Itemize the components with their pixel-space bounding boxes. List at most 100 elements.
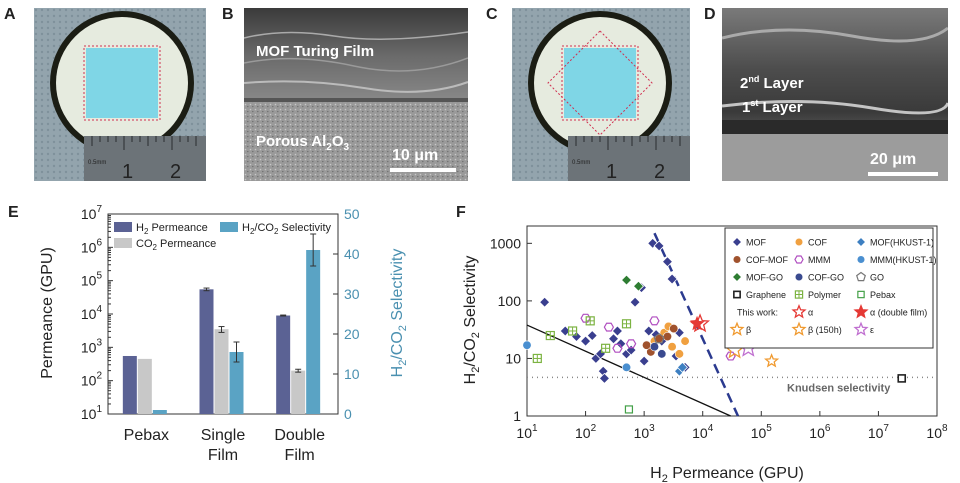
legend-marker bbox=[733, 290, 741, 299]
bar-co2-permeance bbox=[291, 370, 306, 414]
data-point-mof-go bbox=[632, 280, 645, 292]
data-point-mmm-hkust-1- bbox=[621, 362, 632, 372]
data-point-mof bbox=[611, 325, 624, 337]
panel-letter-b: B bbox=[222, 6, 234, 23]
scale-bar-label-d: 20 μm bbox=[870, 151, 916, 168]
data-point-mmm bbox=[612, 343, 623, 353]
data-point-mof bbox=[607, 333, 620, 345]
legend-label--: ε bbox=[870, 325, 874, 335]
legend-box bbox=[724, 227, 934, 349]
legend-label-mof: MOF bbox=[746, 238, 766, 248]
f-x-tick-label: 102 bbox=[575, 423, 597, 441]
data-point-polymer bbox=[567, 326, 578, 336]
legend-label-cof-mof: COF-MOF bbox=[746, 255, 788, 265]
legend-marker bbox=[731, 271, 743, 283]
legend-label-mmm: MMM bbox=[808, 255, 831, 265]
legend-label-cof: COF bbox=[808, 238, 828, 248]
label-porous-alumina: Porous Al2O3 bbox=[256, 133, 350, 153]
bar-h2-permeance bbox=[199, 289, 214, 414]
f-legend: MOF COF MOF(HKUST-1) COF-MOF MMM MMM(HKUST-1)… bbox=[724, 227, 937, 349]
panel-letter-a: A bbox=[4, 6, 16, 23]
data-point-cof-mof bbox=[669, 324, 679, 334]
data-point-cof-mof bbox=[642, 340, 652, 350]
permeance-bar-chart: Permeance (GPU) H2/CO2 Selectivity 101 10… bbox=[39, 204, 409, 464]
legend-marker bbox=[856, 271, 866, 282]
data-point-mof bbox=[615, 338, 627, 350]
f-plot-frame bbox=[526, 225, 938, 417]
legend-h2-swatch bbox=[114, 222, 132, 232]
y-tick-label: 104 bbox=[81, 304, 103, 322]
membrane-active-area bbox=[86, 48, 158, 118]
legend-co2-swatch bbox=[114, 238, 132, 248]
ruler-number-1-c: 1 bbox=[606, 161, 617, 181]
legend-this-work: This work: bbox=[737, 308, 778, 318]
data-point--150h- bbox=[763, 353, 780, 368]
y2-tick-label: 0 bbox=[344, 406, 352, 422]
data-point-mmm bbox=[649, 316, 660, 326]
panel-letter-c: C bbox=[486, 6, 498, 23]
legend-label-mmm-hkust-1-: MMM(HKUST-1) bbox=[870, 255, 937, 265]
legend-marker bbox=[791, 321, 807, 336]
x-category-label: Film bbox=[208, 447, 238, 464]
sem-cross-section-b: MOF Turing Film Porous Al2O3 10 μm bbox=[244, 8, 468, 181]
data-point-mmm bbox=[580, 313, 591, 323]
legend-marker bbox=[794, 272, 804, 282]
data-point-polymer bbox=[545, 330, 555, 341]
bar-h2-co2-selectivity bbox=[306, 250, 321, 414]
legend-co2: CO2 Permeance bbox=[136, 238, 216, 252]
legend-label-go: GO bbox=[870, 273, 884, 283]
legend-marker bbox=[729, 321, 745, 336]
bar-h2-co2-selectivity bbox=[229, 352, 244, 414]
data-point-mof bbox=[580, 335, 592, 347]
legend-marker bbox=[857, 290, 865, 299]
f-y-tick-label: 10 bbox=[505, 350, 521, 366]
legend-label-pebax: Pebax bbox=[870, 290, 896, 300]
legend-label-graphene: Graphene bbox=[746, 290, 786, 300]
ruler-number-1: 1 bbox=[122, 161, 133, 181]
data-point-cof bbox=[667, 342, 677, 352]
bar-h2-co2-selectivity bbox=[152, 410, 167, 414]
data-point-mmm bbox=[725, 351, 736, 361]
y-tick-label: 107 bbox=[81, 204, 103, 222]
data-point-cof bbox=[680, 336, 690, 346]
legend: H2 Permeance H2/CO2 Selectivity CO2 Permea… bbox=[114, 222, 331, 252]
x-category-label: Single bbox=[201, 427, 246, 444]
legend-marker bbox=[731, 236, 743, 248]
data-point-polymer bbox=[621, 319, 632, 329]
sem-cross-section-d: 2nd Layer 1st Layer 20 μm bbox=[722, 8, 948, 181]
rotated-area-outline bbox=[547, 30, 653, 136]
data-point-mof bbox=[653, 240, 665, 252]
f-x-axis-label: H2 Permeance (GPU) bbox=[650, 465, 804, 483]
data-point-polymer bbox=[585, 316, 595, 326]
x-category-label: Film bbox=[285, 447, 315, 464]
data-point-pebax bbox=[624, 405, 634, 414]
f-y-tick-label: 1 bbox=[513, 408, 521, 424]
y2-tick-label: 20 bbox=[344, 326, 360, 342]
bar-co2-permeance bbox=[137, 358, 152, 414]
bar-h2-permeance bbox=[122, 355, 137, 414]
panel-letter-f: F bbox=[456, 204, 466, 221]
legend-selectivity: H2/CO2 Selectivity bbox=[242, 222, 331, 236]
data-point-mmm-hkust-1- bbox=[522, 340, 532, 350]
legend-label--150h-: β (150h) bbox=[808, 325, 842, 335]
y-tick-label: 106 bbox=[81, 237, 103, 255]
y2-tick-label: 50 bbox=[344, 206, 360, 222]
ruler-number-2: 2 bbox=[170, 161, 181, 181]
data-point-mof bbox=[638, 355, 650, 367]
data-point-cof-go bbox=[649, 342, 660, 352]
data-point-mof-hkust-1- bbox=[676, 361, 688, 373]
legend-marker bbox=[791, 304, 807, 319]
legend-marker bbox=[853, 321, 869, 336]
y-tick-label: 101 bbox=[81, 404, 103, 422]
f-x-tick-label: 107 bbox=[868, 423, 890, 441]
data-point-mof bbox=[629, 296, 641, 308]
legend-label--: β bbox=[746, 325, 751, 335]
data-point-cof-mof bbox=[662, 332, 673, 342]
legend-marker bbox=[794, 255, 804, 264]
ruler: 0.5mm 1 2 bbox=[84, 136, 206, 181]
scale-bar bbox=[390, 168, 456, 172]
label-mof-film: MOF Turing Film bbox=[256, 43, 374, 60]
data-point-mof-go bbox=[620, 274, 633, 286]
knudsen-label: Knudsen selectivity bbox=[787, 382, 891, 394]
data-point-mmm bbox=[603, 322, 615, 332]
